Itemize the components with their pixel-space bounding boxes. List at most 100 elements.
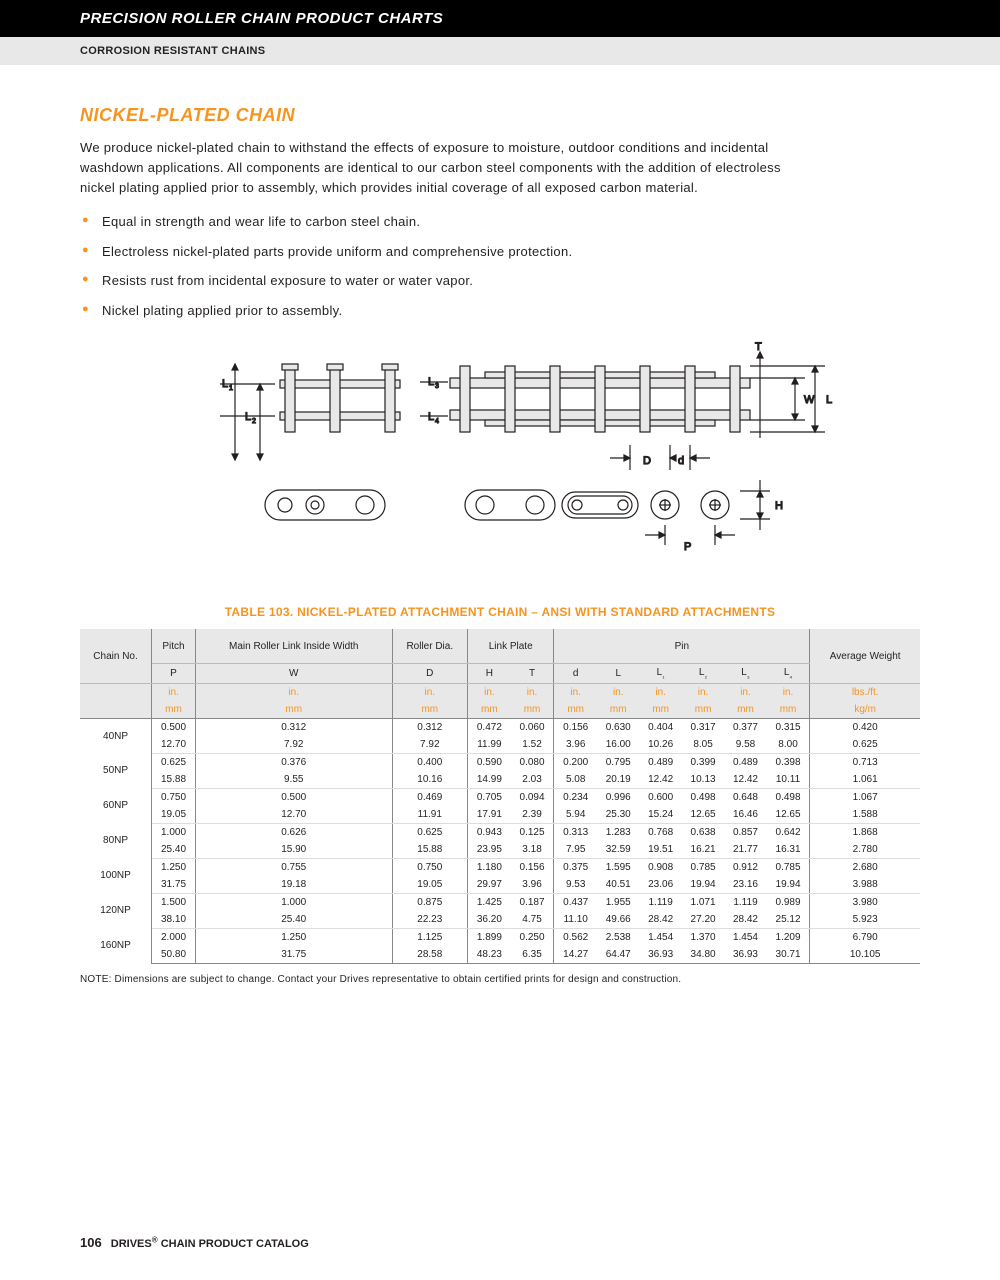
cell-in: 0.400 — [392, 753, 468, 771]
th-symbol: H — [468, 663, 511, 683]
cell-in: 1.125 — [392, 928, 468, 946]
svg-text:4: 4 — [435, 418, 439, 425]
cell-in: 0.785 — [682, 858, 724, 876]
cell-in: 0.638 — [682, 823, 724, 841]
cell-in: 0.625 — [392, 823, 468, 841]
svg-text:3: 3 — [435, 383, 439, 390]
th-unit-mm: mm — [152, 701, 196, 719]
cell-mm: 29.97 — [468, 876, 511, 894]
cell-mm: 9.53 — [554, 876, 597, 894]
cell-in: 1.283 — [597, 823, 639, 841]
th-pitch: Pitch — [152, 629, 196, 663]
cell-mm: 20.19 — [597, 771, 639, 789]
cell-mm: 3.96 — [554, 736, 597, 754]
th-avg-weight: Average Weight — [810, 629, 920, 683]
table-title: TABLE 103. NICKEL-PLATED ATTACHMENT CHAI… — [80, 605, 920, 619]
svg-text:W: W — [804, 394, 815, 406]
cell-in: 0.313 — [554, 823, 597, 841]
cell-mm: 1.52 — [511, 736, 554, 754]
cell-mm: 49.66 — [597, 911, 639, 929]
cell-mm: 15.24 — [639, 806, 681, 824]
cell-in: 1.250 — [195, 928, 392, 946]
cell-in: 2.680 — [810, 858, 920, 876]
cell-in: 0.630 — [597, 718, 639, 736]
cell-mm: 1.588 — [810, 806, 920, 824]
th-unit-in: in. — [392, 683, 468, 701]
cell-mm: 0.625 — [810, 736, 920, 754]
section-title: NICKEL-PLATED CHAIN — [80, 105, 920, 126]
cell-mm: 27.20 — [682, 911, 724, 929]
cell-mm: 10.11 — [767, 771, 810, 789]
cell-mm: 15.88 — [392, 841, 468, 859]
bullet-list: Equal in strength and wear life to carbo… — [80, 212, 920, 320]
cell-mm: 9.55 — [195, 771, 392, 789]
cell-mm: 19.05 — [392, 876, 468, 894]
cell-mm: 31.75 — [152, 876, 196, 894]
cell-chain-no: 80NP — [80, 823, 152, 858]
cell-in: 1.250 — [152, 858, 196, 876]
page-footer: 106 DRIVES® CHAIN PRODUCT CATALOG — [80, 1235, 309, 1250]
cell-in: 1.868 — [810, 823, 920, 841]
cell-mm: 31.75 — [195, 946, 392, 964]
cell-in: 0.489 — [639, 753, 681, 771]
cell-mm: 23.16 — [724, 876, 766, 894]
cell-mm: 7.92 — [392, 736, 468, 754]
cell-in: 2.000 — [152, 928, 196, 946]
th-unit-in: in. — [511, 683, 554, 701]
cell-in: 0.317 — [682, 718, 724, 736]
svg-text:1: 1 — [229, 385, 233, 392]
cell-chain-no: 50NP — [80, 753, 152, 788]
cell-in: 0.705 — [468, 788, 511, 806]
cell-mm: 23.95 — [468, 841, 511, 859]
svg-text:L: L — [428, 376, 434, 388]
svg-text:L: L — [826, 394, 832, 406]
cell-in: 0.156 — [554, 718, 597, 736]
cell-in: 0.375 — [554, 858, 597, 876]
cell-in: 1.000 — [152, 823, 196, 841]
cell-mm: 10.105 — [810, 946, 920, 964]
cell-mm: 21.77 — [724, 841, 766, 859]
cell-in: 1.425 — [468, 893, 511, 911]
cell-in: 0.648 — [724, 788, 766, 806]
footer-brand: DRIVES — [111, 1238, 152, 1250]
svg-text:L: L — [222, 378, 228, 390]
th-symbol: L₂ — [682, 663, 724, 683]
cell-mm: 25.30 — [597, 806, 639, 824]
svg-text:2: 2 — [252, 418, 256, 425]
cell-in: 0.857 — [724, 823, 766, 841]
cell-mm: 12.42 — [724, 771, 766, 789]
cell-in: 0.785 — [767, 858, 810, 876]
cell-in: 0.500 — [195, 788, 392, 806]
cell-in: 6.790 — [810, 928, 920, 946]
svg-text:P: P — [684, 541, 691, 553]
cell-in: 0.469 — [392, 788, 468, 806]
cell-in: 0.200 — [554, 753, 597, 771]
cell-mm: 6.35 — [511, 946, 554, 964]
cell-in: 1.370 — [682, 928, 724, 946]
header-gray-bar: CORROSION RESISTANT CHAINS — [0, 37, 1000, 65]
th-pin: Pin — [554, 629, 810, 663]
bullet-item: Equal in strength and wear life to carbo… — [80, 212, 920, 232]
cell-mm: 11.10 — [554, 911, 597, 929]
cell-mm: 19.05 — [152, 806, 196, 824]
cell-in: 0.912 — [724, 858, 766, 876]
technical-diagram: L1 L2 — [80, 340, 920, 575]
th-unit-mm: mm — [639, 701, 681, 719]
th-unit-mm: mm — [554, 701, 597, 719]
svg-text:D: D — [643, 455, 651, 467]
cell-in: 0.420 — [810, 718, 920, 736]
th-symbol: W — [195, 663, 392, 683]
cell-chain-no: 40NP — [80, 718, 152, 753]
cell-in: 1.955 — [597, 893, 639, 911]
th-unit-mm: mm — [392, 701, 468, 719]
cell-in: 0.234 — [554, 788, 597, 806]
th-unit-mm: mm — [468, 701, 511, 719]
cell-in: 0.642 — [767, 823, 810, 841]
th-unit-mm: mm — [597, 701, 639, 719]
cell-mm: 25.40 — [152, 841, 196, 859]
cell-mm: 15.90 — [195, 841, 392, 859]
cell-mm: 14.27 — [554, 946, 597, 964]
cell-mm: 28.42 — [724, 911, 766, 929]
th-unit-in: in. — [468, 683, 511, 701]
cell-mm: 23.06 — [639, 876, 681, 894]
